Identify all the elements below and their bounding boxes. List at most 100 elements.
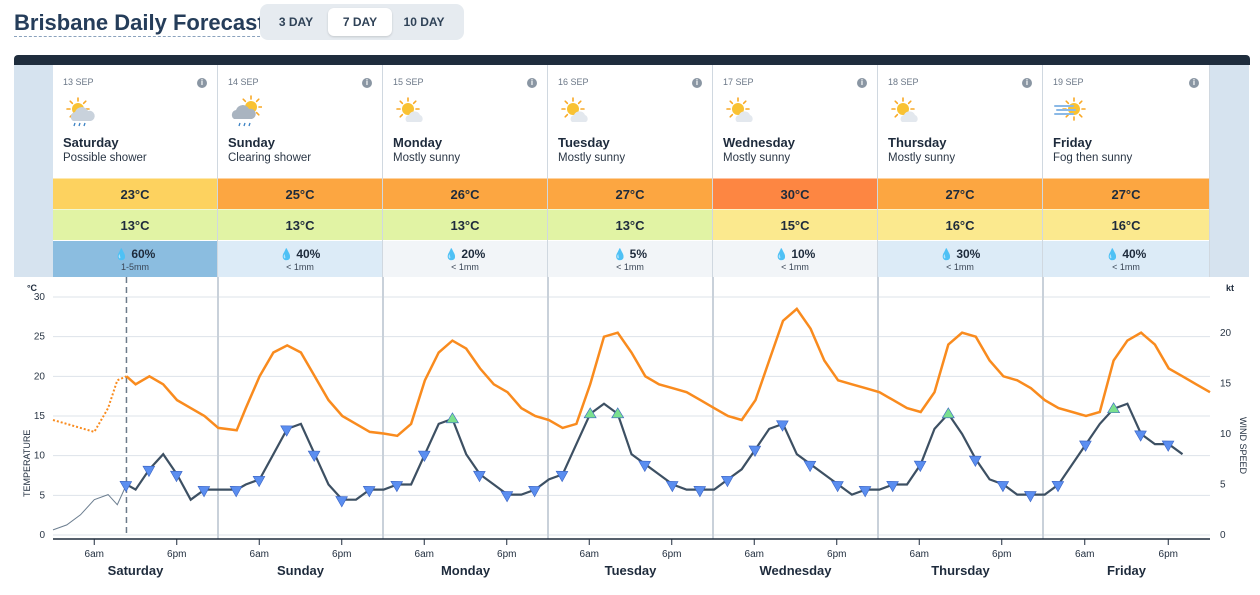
min-temperature: 13°C — [218, 209, 382, 240]
wind-direction-arrow — [280, 425, 293, 437]
day-column-wednesday: 17 SEP i Wednesday Mostly sunny 30°C 15°C 💧 10%… — [713, 65, 878, 278]
min-temperature: 13°C — [53, 209, 217, 240]
day-description: Possible shower — [63, 152, 147, 164]
info-icon[interactable]: i — [1189, 78, 1199, 88]
rain-cell: 💧 30% < 1mm — [878, 240, 1042, 278]
day-axis-label: Thursday — [931, 563, 990, 578]
wind-direction-arrow — [555, 470, 569, 483]
day-name: Friday — [1053, 135, 1093, 150]
info-icon[interactable]: i — [692, 78, 702, 88]
mostly-sunny-icon — [393, 95, 427, 129]
rain-cell: 💧 40% < 1mm — [218, 240, 382, 278]
day-summary-cell[interactable]: 13 SEP i Saturday Possible shower — [53, 65, 217, 178]
wind-direction-arrow — [197, 486, 211, 498]
wind-direction-arrow — [445, 412, 459, 424]
day-column-friday: 19 SEP i Friday Fog then sunny 27°C 16°C 💧 40% <… — [1043, 65, 1210, 278]
wind-direction-arrow — [748, 445, 762, 457]
day-summary-cell[interactable]: 17 SEP i Wednesday Mostly sunny — [713, 65, 877, 178]
temperature-wind-chart: °C kt 30 25 20 15 10 5 0 20 15 10 5 0 TEMPERATURE WIND … — [14, 277, 1250, 587]
rain-amount: < 1mm — [1112, 262, 1140, 272]
wind-direction-arrow — [941, 407, 955, 419]
info-icon[interactable]: i — [1022, 78, 1032, 88]
chart-svg: °C kt 30 25 20 15 10 5 0 20 15 10 5 0 TEMPERATURE WIND … — [14, 277, 1250, 587]
plot-area — [53, 277, 1210, 545]
rain-chance: 40% — [1122, 247, 1147, 261]
y2-axis-title: WIND SPEED — [1238, 417, 1248, 475]
day-date: 13 SEP — [63, 77, 94, 87]
y2-tick-label: 10 — [1220, 429, 1232, 440]
wind-direction-arrow — [803, 460, 817, 473]
day-description: Clearing shower — [228, 152, 312, 164]
mostly-sunny-icon — [888, 95, 922, 129]
y-axis-title: TEMPERATURE — [22, 430, 32, 497]
mostly-sunny-icon — [723, 95, 757, 129]
wind-direction-arrow — [142, 465, 156, 478]
time-tick-label: 6pm — [827, 549, 846, 560]
time-tick-label: 6pm — [992, 549, 1011, 560]
max-temperature: 23°C — [53, 178, 217, 209]
time-tick-label: 6am — [1075, 549, 1094, 560]
tab-7-day[interactable]: 7 DAY — [328, 8, 392, 36]
wind-direction-arrow — [720, 475, 734, 488]
y-tick-label: 5 — [39, 490, 45, 501]
wind-direction-arrow — [611, 407, 625, 419]
rain-cell: 💧 5% < 1mm — [548, 240, 712, 278]
rain-drops-icon: 💧 — [774, 249, 789, 261]
day-axis-label: Friday — [1107, 563, 1147, 578]
day-name: Saturday — [63, 135, 119, 150]
day-date: 16 SEP — [558, 77, 589, 87]
min-temperature: 13°C — [383, 209, 547, 240]
tab-3-day[interactable]: 3 DAY — [278, 15, 314, 29]
day-summary-cell[interactable]: 14 SEP i Sunday Clearing shower — [218, 65, 382, 178]
wind-direction-arrow — [307, 450, 321, 463]
rain-drops-icon: 💧 — [1105, 249, 1120, 261]
wind-direction-arrow — [968, 455, 982, 468]
min-temperature: 16°C — [1043, 209, 1209, 240]
min-temperature: 15°C — [713, 209, 877, 240]
y-tick-label: 30 — [34, 292, 46, 303]
rain-amount: < 1mm — [451, 262, 479, 272]
day-summary-cell[interactable]: 19 SEP i Friday Fog then sunny — [1043, 65, 1209, 178]
time-tick-label: 6pm — [1159, 549, 1178, 560]
y-tick-label: 15 — [34, 411, 46, 422]
info-icon[interactable]: i — [197, 78, 207, 88]
wind-direction-arrow — [417, 450, 431, 463]
wind-direction-arrow — [693, 486, 707, 498]
right-axis-unit: kt — [1226, 283, 1234, 293]
rain-chance: 5% — [629, 247, 648, 261]
forecast-panel-header-bar — [14, 55, 1250, 65]
mostly-sunny-icon — [558, 95, 592, 129]
day-date: 19 SEP — [1053, 77, 1084, 87]
max-temperature: 27°C — [548, 178, 712, 209]
time-tick-label: 6pm — [497, 549, 516, 560]
wind-direction-arrow — [913, 460, 927, 473]
day-summary-cell[interactable]: 18 SEP i Thursday Mostly sunny — [878, 65, 1042, 178]
info-icon[interactable]: i — [362, 78, 372, 88]
day-summary-cell[interactable]: 15 SEP i Monday Mostly sunny — [383, 65, 547, 178]
info-icon[interactable]: i — [527, 78, 537, 88]
max-temperature: 27°C — [878, 178, 1042, 209]
rain-drops-icon: 💧 — [279, 249, 294, 261]
rain-amount: 1-5mm — [120, 262, 149, 272]
rain-amount: < 1mm — [616, 262, 644, 272]
wind-direction-arrow — [1107, 402, 1121, 414]
min-temperature: 13°C — [548, 209, 712, 240]
wind-direction-arrow — [169, 470, 183, 483]
forecast-range-tabs: 3 DAY 7 DAY 10 DAY — [260, 4, 464, 40]
rain-cell: 💧 60% 1-5mm — [53, 240, 217, 278]
y-tick-label: 20 — [34, 371, 46, 382]
y2-tick-label: 5 — [1220, 480, 1226, 491]
rain-amount: < 1mm — [946, 262, 974, 272]
wind-observed-line — [52, 484, 127, 531]
day-column-tuesday: 16 SEP i Tuesday Mostly sunny 27°C 13°C 💧 5% < 1… — [548, 65, 713, 278]
day-date: 15 SEP — [393, 77, 424, 87]
wind-direction-arrow — [119, 480, 133, 493]
tab-10-day[interactable]: 10 DAY — [403, 15, 445, 29]
time-tick-label: 6am — [415, 549, 434, 560]
info-icon[interactable]: i — [857, 78, 867, 88]
day-summary-cell[interactable]: 16 SEP i Tuesday Mostly sunny — [548, 65, 712, 178]
y-tick-label: 10 — [34, 451, 46, 462]
time-tick-label: 6am — [745, 549, 764, 560]
time-tick-label: 6pm — [332, 549, 351, 560]
day-axis-label: Wednesday — [759, 563, 832, 578]
